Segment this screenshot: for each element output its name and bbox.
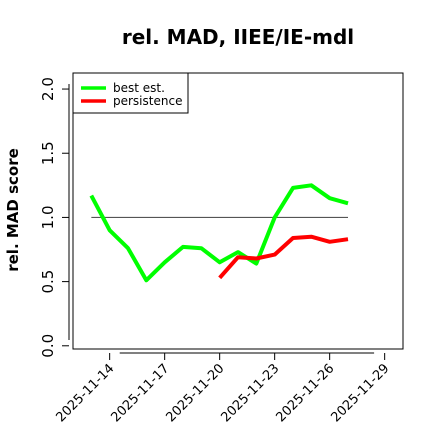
series-group (89, 183, 349, 283)
chart-title: rel. MAD, IIEE/IE-mdl (122, 25, 354, 49)
legend: best est. persistence (72, 72, 189, 114)
y-tick-label: 1.0 (39, 205, 57, 229)
x-tick-label: 2025-11-17 (108, 361, 172, 425)
x-tick-label: 2025-11-20 (163, 361, 227, 425)
y-axis-label: rel. MAD score (4, 148, 22, 272)
x-ticks: 2025-11-142025-11-172025-11-202025-11-23… (53, 353, 392, 425)
x-tick-label: 2025-11-23 (218, 361, 282, 425)
legend-label-best-est: best est. (113, 81, 165, 95)
y-ticks: 0.0 0.5 1.0 1.5 2.0 (39, 77, 69, 358)
x-tick-label: 2025-11-29 (328, 361, 392, 425)
legend-box (72, 72, 189, 114)
y-tick-label: 0.5 (39, 270, 57, 294)
series-line-persistence (218, 234, 349, 280)
x-tick-label: 2025-11-14 (53, 361, 117, 425)
series-line-best-est (89, 183, 349, 283)
plot-frame (72, 72, 404, 350)
legend-label-persistence: persistence (113, 94, 182, 108)
y-tick-label: 0.0 (39, 334, 57, 358)
y-tick-label: 1.5 (39, 141, 57, 165)
y-tick-label: 2.0 (39, 77, 57, 101)
x-tick-label: 2025-11-26 (273, 361, 337, 425)
